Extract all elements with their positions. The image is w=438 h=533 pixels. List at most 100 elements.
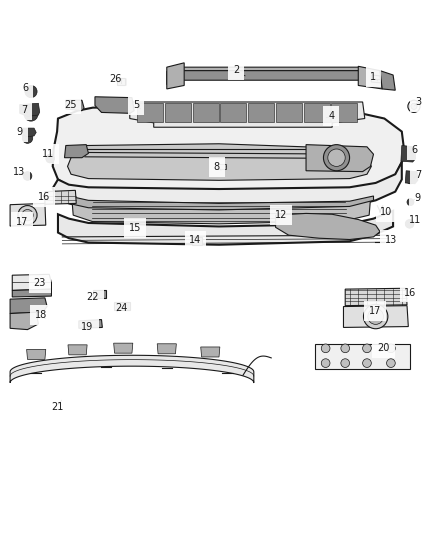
Polygon shape (401, 146, 416, 162)
Circle shape (321, 344, 330, 353)
Text: 7: 7 (21, 105, 28, 115)
Circle shape (368, 309, 384, 325)
Circle shape (363, 344, 371, 353)
Polygon shape (93, 290, 106, 298)
Polygon shape (217, 164, 226, 169)
Polygon shape (58, 211, 393, 245)
Polygon shape (67, 144, 371, 180)
Text: 25: 25 (64, 100, 76, 110)
Circle shape (25, 85, 37, 98)
Polygon shape (117, 78, 125, 85)
Circle shape (363, 359, 371, 367)
Polygon shape (315, 344, 410, 369)
Text: 12: 12 (275, 210, 287, 220)
Polygon shape (193, 103, 219, 122)
Polygon shape (167, 63, 184, 89)
Circle shape (23, 172, 32, 180)
Text: 2: 2 (233, 65, 245, 76)
Circle shape (411, 103, 417, 109)
Circle shape (387, 359, 395, 367)
Polygon shape (79, 320, 102, 328)
Circle shape (18, 206, 37, 225)
Polygon shape (137, 103, 163, 122)
Polygon shape (192, 237, 202, 245)
Polygon shape (10, 298, 47, 313)
Polygon shape (12, 274, 51, 290)
Polygon shape (72, 199, 371, 224)
Text: 14: 14 (189, 236, 201, 245)
Polygon shape (157, 344, 177, 354)
Text: 6: 6 (411, 145, 418, 155)
Polygon shape (69, 196, 374, 210)
Text: 20: 20 (377, 343, 390, 353)
Polygon shape (380, 71, 395, 90)
Text: 11: 11 (409, 215, 421, 225)
Text: 19: 19 (81, 321, 94, 332)
Circle shape (22, 209, 33, 221)
Text: 21: 21 (51, 400, 63, 411)
Circle shape (408, 100, 420, 112)
Polygon shape (276, 213, 380, 239)
Circle shape (46, 154, 54, 163)
Text: 26: 26 (109, 75, 122, 84)
Polygon shape (27, 350, 46, 359)
Polygon shape (167, 67, 380, 75)
Polygon shape (201, 347, 220, 357)
Polygon shape (304, 103, 330, 122)
Polygon shape (165, 103, 191, 122)
Polygon shape (343, 305, 408, 327)
Polygon shape (276, 103, 302, 122)
Polygon shape (114, 343, 133, 353)
Polygon shape (371, 75, 381, 83)
Polygon shape (10, 356, 254, 383)
Circle shape (323, 144, 350, 171)
Circle shape (328, 149, 345, 166)
Circle shape (407, 199, 414, 206)
Text: 22: 22 (87, 292, 99, 302)
Text: 16: 16 (404, 288, 417, 297)
Polygon shape (306, 144, 374, 172)
Polygon shape (10, 204, 46, 226)
Polygon shape (405, 171, 418, 184)
Polygon shape (167, 71, 380, 85)
Polygon shape (66, 100, 84, 111)
Circle shape (364, 304, 388, 329)
Polygon shape (358, 66, 382, 89)
Polygon shape (345, 288, 407, 305)
Text: 17: 17 (369, 306, 381, 316)
Polygon shape (12, 289, 51, 297)
Polygon shape (64, 144, 88, 158)
Text: 5: 5 (133, 100, 141, 110)
Text: 15: 15 (129, 223, 141, 233)
Polygon shape (114, 302, 130, 310)
Text: 9: 9 (413, 193, 420, 203)
Circle shape (341, 344, 350, 353)
Circle shape (321, 359, 330, 367)
Text: 24: 24 (115, 303, 127, 313)
Polygon shape (95, 97, 134, 114)
Text: 6: 6 (22, 83, 29, 93)
Polygon shape (20, 103, 40, 116)
Text: 10: 10 (381, 207, 393, 217)
Polygon shape (332, 103, 357, 122)
Text: 23: 23 (33, 278, 46, 288)
Polygon shape (53, 107, 404, 193)
Text: 8: 8 (214, 162, 221, 172)
Text: 16: 16 (38, 192, 50, 202)
Polygon shape (53, 162, 402, 210)
Polygon shape (248, 103, 274, 122)
Circle shape (404, 149, 413, 158)
Circle shape (387, 344, 395, 353)
Polygon shape (10, 312, 39, 329)
Text: 7: 7 (414, 170, 421, 180)
Polygon shape (220, 103, 247, 122)
Polygon shape (22, 128, 36, 137)
Text: 17: 17 (16, 217, 28, 227)
Text: 4: 4 (326, 111, 334, 122)
Text: 18: 18 (35, 310, 48, 320)
Polygon shape (130, 102, 365, 127)
Text: 13: 13 (385, 235, 397, 245)
Text: 1: 1 (371, 72, 378, 82)
Text: 11: 11 (42, 149, 54, 159)
Circle shape (406, 175, 415, 184)
